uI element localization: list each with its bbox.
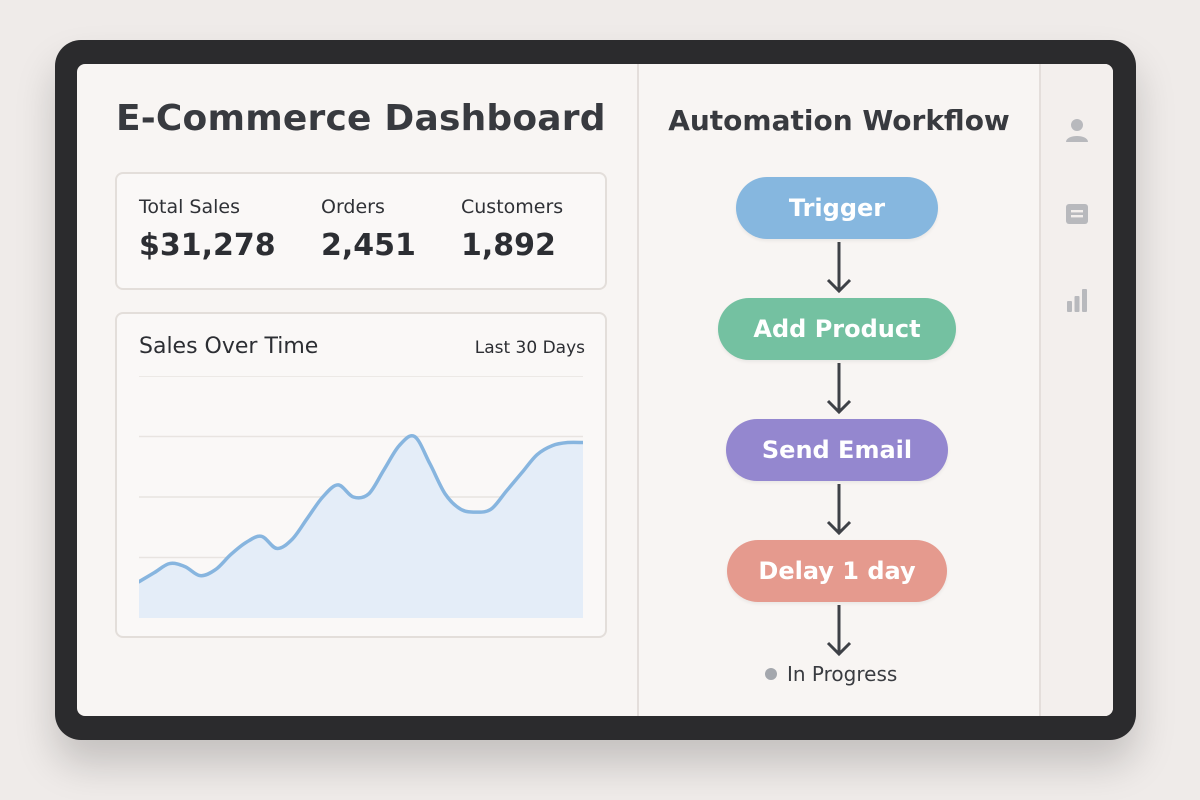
dashboard-pane: E-Commerce Dashboard Total Sales $31,278… bbox=[77, 64, 637, 716]
workflow-step-send-email[interactable]: Send Email bbox=[726, 419, 948, 481]
bar-chart-icon[interactable] bbox=[1063, 286, 1091, 314]
date-range-selector[interactable]: Last 30 Days bbox=[474, 338, 585, 358]
screen: E-Commerce Dashboard Total Sales $31,278… bbox=[77, 64, 1113, 716]
sales-area-fill bbox=[139, 435, 583, 618]
user-icon[interactable] bbox=[1063, 116, 1091, 144]
workflow-step-delay[interactable]: Delay 1 day bbox=[727, 540, 947, 602]
chart-title: Sales Over Time bbox=[139, 334, 319, 359]
stat-total-sales: Total Sales $31,278 bbox=[139, 196, 276, 263]
stat-value: 1,892 bbox=[461, 228, 556, 263]
workflow-step-add-product[interactable]: Add Product bbox=[718, 298, 956, 360]
arrow-down-icon bbox=[826, 363, 852, 415]
workflow-title: Automation Workflow bbox=[668, 104, 1010, 137]
status-label: In Progress bbox=[787, 662, 898, 686]
stat-label: Total Sales bbox=[139, 196, 240, 218]
stat-label: Orders bbox=[321, 196, 385, 218]
document-icon[interactable] bbox=[1063, 200, 1091, 228]
arrow-down-icon bbox=[826, 484, 852, 536]
workflow-step-trigger[interactable]: Trigger bbox=[736, 177, 938, 239]
arrow-down-icon bbox=[826, 242, 852, 294]
stat-value: $31,278 bbox=[139, 228, 276, 263]
stat-value: 2,451 bbox=[321, 228, 416, 263]
status-dot bbox=[765, 668, 777, 680]
stat-orders: Orders 2,451 bbox=[321, 196, 416, 263]
sales-series-line bbox=[139, 434, 583, 584]
arrow-down-icon bbox=[826, 605, 852, 657]
pane-divider bbox=[637, 64, 639, 716]
sales-area-chart bbox=[139, 376, 583, 618]
workflow-status: In Progress bbox=[765, 662, 897, 686]
rail-divider bbox=[1039, 64, 1041, 716]
tablet-device: E-Commerce Dashboard Total Sales $31,278… bbox=[55, 40, 1136, 740]
stat-label: Customers bbox=[461, 196, 564, 218]
page-title: E-Commerce Dashboard bbox=[116, 98, 606, 139]
sales-chart-card: Sales Over Time Last 30 Days bbox=[115, 312, 607, 638]
icon-rail bbox=[1041, 64, 1113, 716]
workflow-pane: Automation Workflow Trigger Add Product … bbox=[639, 64, 1039, 716]
stat-customers: Customers 1,892 bbox=[461, 196, 563, 263]
stats-card: Total Sales $31,278 Orders 2,451 Custome… bbox=[115, 172, 607, 290]
